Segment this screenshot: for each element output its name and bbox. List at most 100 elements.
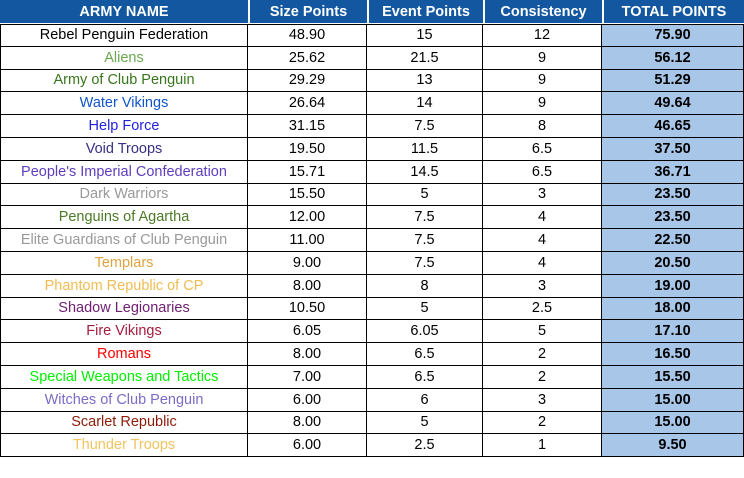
size-points-cell: 15.71 (248, 160, 367, 184)
total-points-cell: 15.00 (602, 411, 744, 435)
table-row: Scarlet Republic 8.00 5 2 15.00 (0, 411, 744, 435)
table-row: Elite Guardians of Club Penguin 11.00 7.… (0, 229, 744, 252)
event-points-cell: 21.5 (367, 46, 483, 70)
size-points-cell: 10.50 (248, 297, 367, 321)
size-points-cell: 48.90 (248, 24, 367, 47)
army-name-cell: Elite Guardians of Club Penguin (0, 229, 248, 252)
consistency-cell: 12 (483, 24, 602, 47)
consistency-cell: 9 (483, 92, 602, 116)
total-points-cell: 22.50 (602, 229, 744, 252)
consistency-cell: 3 (483, 274, 602, 298)
table-row: Shadow Legionaries 10.50 5 2.5 18.00 (0, 297, 744, 321)
header-row: ARMY NAME Size Points Event Points Consi… (0, 0, 744, 24)
army-name-cell: People's Imperial Confederation (0, 160, 248, 184)
army-name-cell: Shadow Legionaries (0, 297, 248, 321)
consistency-cell: 8 (483, 115, 602, 138)
size-points-cell: 8.00 (248, 411, 367, 435)
army-name-cell: Army of Club Penguin (0, 69, 248, 93)
army-name-cell: Water Vikings (0, 92, 248, 116)
event-points-cell: 7.5 (367, 251, 483, 275)
total-points-cell: 51.29 (602, 69, 744, 93)
total-points-cell: 46.65 (602, 115, 744, 138)
table-row: Thunder Troops 6.00 2.5 1 9.50 (0, 434, 744, 458)
event-points-cell: 5 (367, 183, 483, 207)
event-points-cell: 7.5 (367, 206, 483, 230)
total-points-cell: 23.50 (602, 206, 744, 230)
table-row: Penguins of Agartha 12.00 7.5 4 23.50 (0, 206, 744, 230)
event-points-cell: 7.5 (367, 229, 483, 252)
total-points-cell: 19.00 (602, 274, 744, 298)
size-points-cell: 29.29 (248, 69, 367, 93)
column-header-total-points: TOTAL POINTS (602, 0, 744, 24)
table-row: Special Weapons and Tactics 7.00 6.5 2 1… (0, 365, 744, 389)
total-points-cell: 49.64 (602, 92, 744, 116)
event-points-cell: 6.05 (367, 320, 483, 344)
total-points-cell: 16.50 (602, 343, 744, 366)
event-points-cell: 13 (367, 69, 483, 93)
event-points-cell: 11.5 (367, 137, 483, 161)
event-points-cell: 8 (367, 274, 483, 298)
table-row: Fire Vikings 6.05 6.05 5 17.10 (0, 320, 744, 344)
table-row: Romans 8.00 6.5 2 16.50 (0, 343, 744, 366)
army-name-cell: Witches of Club Penguin (0, 388, 248, 412)
size-points-cell: 6.05 (248, 320, 367, 344)
size-points-cell: 8.00 (248, 274, 367, 298)
size-points-cell: 6.00 (248, 434, 367, 458)
total-points-cell: 18.00 (602, 297, 744, 321)
total-points-cell: 15.00 (602, 388, 744, 412)
event-points-cell: 6.5 (367, 343, 483, 366)
table-row: Witches of Club Penguin 6.00 6 3 15.00 (0, 388, 744, 412)
table-row: Templars 9.00 7.5 4 20.50 (0, 251, 744, 275)
size-points-cell: 6.00 (248, 388, 367, 412)
army-name-cell: Special Weapons and Tactics (0, 365, 248, 389)
army-name-cell: Scarlet Republic (0, 411, 248, 435)
consistency-cell: 6.5 (483, 137, 602, 161)
size-points-cell: 25.62 (248, 46, 367, 70)
event-points-cell: 6.5 (367, 365, 483, 389)
total-points-cell: 36.71 (602, 160, 744, 184)
army-name-cell: Rebel Penguin Federation (0, 24, 248, 47)
army-name-cell: Thunder Troops (0, 434, 248, 458)
army-standings-table: ARMY NAME Size Points Event Points Consi… (0, 0, 744, 458)
consistency-cell: 6.5 (483, 160, 602, 184)
consistency-cell: 4 (483, 206, 602, 230)
consistency-cell: 9 (483, 46, 602, 70)
size-points-cell: 15.50 (248, 183, 367, 207)
army-name-cell: Void Troops (0, 137, 248, 161)
table-row: People's Imperial Confederation 15.71 14… (0, 160, 744, 184)
consistency-cell: 4 (483, 229, 602, 252)
size-points-cell: 19.50 (248, 137, 367, 161)
army-name-cell: Dark Warriors (0, 183, 248, 207)
table-row: Dark Warriors 15.50 5 3 23.50 (0, 183, 744, 207)
event-points-cell: 14 (367, 92, 483, 116)
consistency-cell: 4 (483, 251, 602, 275)
total-points-cell: 56.12 (602, 46, 744, 70)
total-points-cell: 15.50 (602, 365, 744, 389)
event-points-cell: 7.5 (367, 115, 483, 138)
consistency-cell: 2 (483, 343, 602, 366)
table-body: Rebel Penguin Federation 48.90 15 12 75.… (0, 24, 744, 458)
column-header-army-name: ARMY NAME (0, 0, 248, 24)
column-header-event-points: Event Points (367, 0, 483, 24)
table-row: Void Troops 19.50 11.5 6.5 37.50 (0, 137, 744, 161)
consistency-cell: 1 (483, 434, 602, 458)
total-points-cell: 37.50 (602, 137, 744, 161)
table-row: Rebel Penguin Federation 48.90 15 12 75.… (0, 24, 744, 47)
table-row: Help Force 31.15 7.5 8 46.65 (0, 115, 744, 138)
total-points-cell: 9.50 (602, 434, 744, 458)
consistency-cell: 3 (483, 388, 602, 412)
army-name-cell: Penguins of Agartha (0, 206, 248, 230)
consistency-cell: 3 (483, 183, 602, 207)
army-name-cell: Romans (0, 343, 248, 366)
event-points-cell: 6 (367, 388, 483, 412)
size-points-cell: 8.00 (248, 343, 367, 366)
table-row: Water Vikings 26.64 14 9 49.64 (0, 92, 744, 116)
consistency-cell: 2 (483, 365, 602, 389)
table-row: Army of Club Penguin 29.29 13 9 51.29 (0, 69, 744, 93)
total-points-cell: 17.10 (602, 320, 744, 344)
size-points-cell: 31.15 (248, 115, 367, 138)
event-points-cell: 5 (367, 411, 483, 435)
total-points-cell: 75.90 (602, 24, 744, 47)
column-header-size-points: Size Points (248, 0, 367, 24)
total-points-cell: 20.50 (602, 251, 744, 275)
